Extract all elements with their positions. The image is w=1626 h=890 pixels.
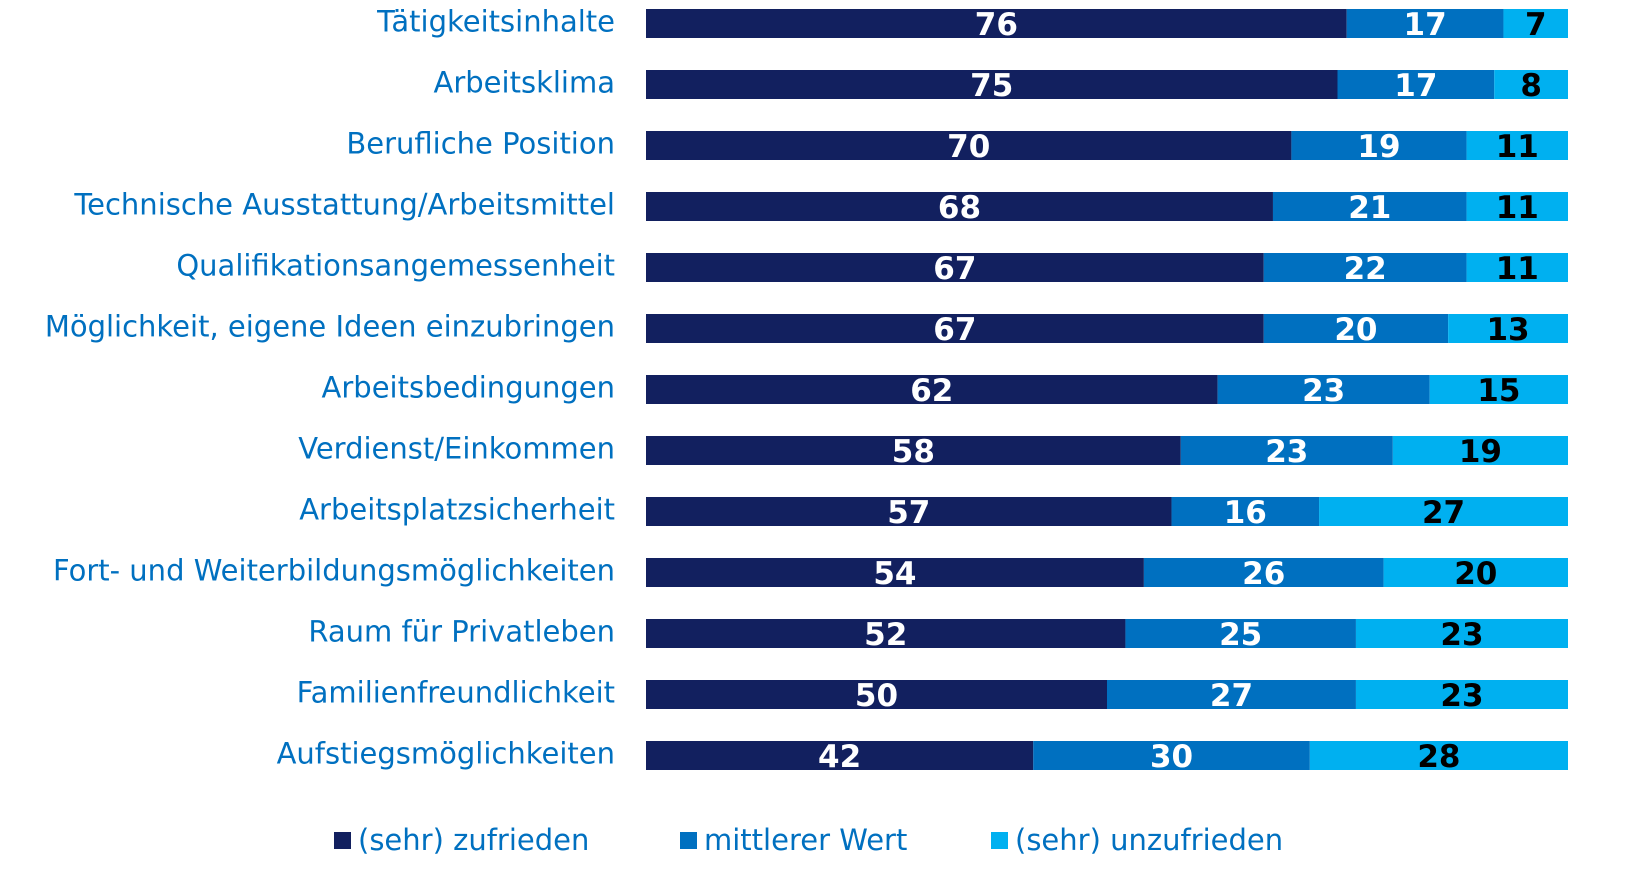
data-label: 13 bbox=[1486, 312, 1529, 348]
legend-swatch bbox=[680, 832, 697, 849]
data-label: 17 bbox=[1404, 7, 1447, 43]
data-label: 30 bbox=[1150, 739, 1193, 775]
bar-segment bbox=[1337, 70, 1495, 99]
data-label: 27 bbox=[1210, 678, 1253, 714]
bar-segment bbox=[1466, 253, 1568, 282]
category-label: Familienfreundlichkeit bbox=[297, 676, 615, 710]
data-label: 16 bbox=[1224, 495, 1267, 531]
bar-segment bbox=[1263, 253, 1467, 282]
category-label: Raum für Privatleben bbox=[308, 615, 615, 649]
bar-segment bbox=[1355, 619, 1568, 648]
category-label: Technische Ausstattung/Arbeitsmittel bbox=[73, 188, 615, 222]
data-label: 27 bbox=[1422, 495, 1465, 531]
data-label: 23 bbox=[1265, 434, 1308, 470]
bar-segment bbox=[646, 9, 1347, 38]
data-label: 70 bbox=[947, 129, 990, 165]
bar-segment bbox=[646, 192, 1273, 221]
bar-segment bbox=[1217, 375, 1430, 404]
bar-segment bbox=[1263, 314, 1449, 343]
bar-segment bbox=[646, 741, 1034, 770]
category-label: Arbeitsbedingungen bbox=[322, 371, 615, 405]
data-label: 68 bbox=[938, 190, 981, 226]
legend-swatch bbox=[991, 832, 1008, 849]
bar-segment bbox=[646, 619, 1126, 648]
data-label: 20 bbox=[1454, 556, 1497, 592]
bar-segment bbox=[1171, 497, 1320, 526]
data-label: 25 bbox=[1219, 617, 1262, 653]
category-label: Verdienst/Einkommen bbox=[298, 432, 615, 466]
bar-segment bbox=[1392, 436, 1568, 465]
bar-segment bbox=[1429, 375, 1568, 404]
bar-segment bbox=[646, 253, 1264, 282]
bar-segment bbox=[646, 70, 1338, 99]
bar-segment bbox=[646, 375, 1218, 404]
category-label: Fort- und Weiterbildungsmöglichkeiten bbox=[53, 554, 615, 588]
data-label: 42 bbox=[818, 739, 861, 775]
bar-segment bbox=[646, 497, 1172, 526]
data-label: 23 bbox=[1302, 373, 1345, 409]
data-label: 20 bbox=[1334, 312, 1377, 348]
data-label: 75 bbox=[970, 68, 1013, 104]
bar-segment bbox=[1319, 497, 1568, 526]
bar-segment bbox=[1272, 192, 1467, 221]
legend-label: (sehr) unzufrieden bbox=[1015, 823, 1283, 857]
bar-segment bbox=[1180, 436, 1393, 465]
bar-segment bbox=[1466, 131, 1568, 160]
bar-segment bbox=[1033, 741, 1310, 770]
data-label: 21 bbox=[1348, 190, 1391, 226]
data-label: 58 bbox=[892, 434, 935, 470]
data-label: 11 bbox=[1496, 129, 1539, 165]
data-label: 23 bbox=[1440, 617, 1483, 653]
bar-segment bbox=[1448, 314, 1568, 343]
data-label: 26 bbox=[1242, 556, 1285, 592]
data-label: 8 bbox=[1520, 68, 1542, 104]
category-label: Qualifikationsangemessenheit bbox=[176, 249, 615, 283]
bar-segment bbox=[1503, 9, 1568, 38]
legend-label: (sehr) zufrieden bbox=[358, 823, 589, 857]
data-label: 22 bbox=[1344, 251, 1387, 287]
bar-segment bbox=[1291, 131, 1467, 160]
category-label: Aufstiegsmöglichkeiten bbox=[277, 737, 615, 771]
data-label: 11 bbox=[1496, 251, 1539, 287]
bar-segment bbox=[1355, 680, 1568, 709]
category-label: Arbeitsplatzsicherheit bbox=[299, 493, 615, 527]
bar-segment bbox=[1346, 9, 1504, 38]
category-label: Tätigkeitsinhalte bbox=[376, 5, 615, 39]
bar-segment bbox=[1466, 192, 1568, 221]
data-label: 11 bbox=[1496, 190, 1539, 226]
data-label: 19 bbox=[1357, 129, 1400, 165]
legend-swatch bbox=[334, 832, 351, 849]
data-label: 54 bbox=[873, 556, 916, 592]
data-label: 19 bbox=[1459, 434, 1502, 470]
data-label: 17 bbox=[1394, 68, 1437, 104]
data-label: 62 bbox=[910, 373, 953, 409]
bar-segment bbox=[646, 436, 1181, 465]
legend-label: mittlerer Wert bbox=[704, 823, 907, 857]
data-label: 50 bbox=[855, 678, 898, 714]
bar-segment bbox=[1494, 70, 1568, 99]
bar-segment bbox=[1143, 558, 1384, 587]
category-label: Arbeitsklima bbox=[434, 66, 615, 100]
data-label: 67 bbox=[933, 312, 976, 348]
bar-segment bbox=[646, 680, 1107, 709]
category-label: Berufliche Position bbox=[346, 127, 615, 161]
data-label: 28 bbox=[1417, 739, 1460, 775]
bar-segment bbox=[646, 558, 1144, 587]
bar-segment bbox=[646, 131, 1292, 160]
data-label: 57 bbox=[887, 495, 930, 531]
bar-segment bbox=[1383, 558, 1568, 587]
category-label: Möglichkeit, eigene Ideen einzubringen bbox=[45, 310, 615, 344]
data-label: 7 bbox=[1525, 7, 1547, 43]
data-label: 67 bbox=[933, 251, 976, 287]
data-label: 76 bbox=[975, 7, 1018, 43]
data-label: 15 bbox=[1477, 373, 1520, 409]
data-label: 52 bbox=[864, 617, 907, 653]
bar-segment bbox=[1107, 680, 1356, 709]
bar-segment bbox=[646, 314, 1264, 343]
bar-segment bbox=[1125, 619, 1356, 648]
data-label: 23 bbox=[1440, 678, 1483, 714]
bar-segment bbox=[1309, 741, 1568, 770]
